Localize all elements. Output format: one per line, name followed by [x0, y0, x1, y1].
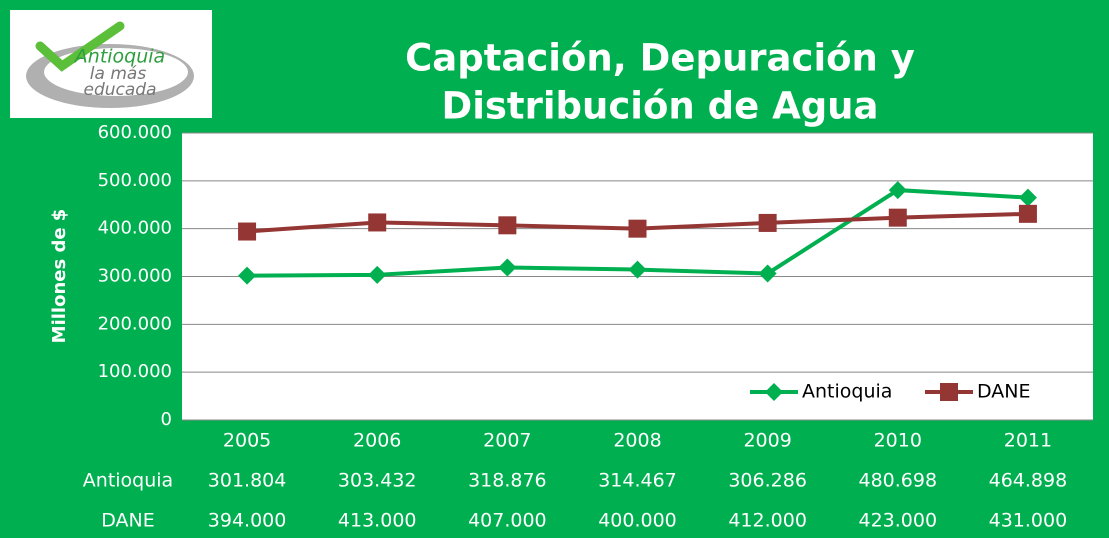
x-tick-label: 2008 — [613, 430, 661, 452]
table-value: 480.698 — [858, 470, 937, 492]
table-value: 423.000 — [858, 510, 937, 532]
legend-marker — [940, 383, 958, 401]
y-axis-label: Millones de $ — [49, 209, 70, 344]
data-point — [758, 213, 777, 232]
logo-inner — [44, 48, 188, 96]
data-point — [628, 219, 647, 238]
table-row-label: DANE — [101, 510, 155, 532]
chart-title: Captación, Depuración y — [405, 37, 915, 80]
logo-text: la más — [90, 64, 147, 84]
y-tick-label: 0 — [161, 409, 172, 430]
table-value: 407.000 — [468, 510, 547, 532]
y-tick-label: 100.000 — [98, 361, 172, 382]
data-point — [1018, 188, 1037, 207]
data-point — [368, 265, 387, 284]
table-value: 412.000 — [728, 510, 807, 532]
table-value: 400.000 — [598, 510, 677, 532]
x-tick-label: 2011 — [1004, 430, 1052, 452]
legend-label: DANE — [977, 381, 1031, 403]
table-value: 314.467 — [598, 470, 677, 492]
y-tick-label: 500.000 — [98, 170, 172, 191]
legend-label: Antioquia — [802, 381, 892, 403]
data-point — [238, 222, 257, 241]
data-point — [498, 216, 517, 235]
y-tick-label: 400.000 — [98, 218, 172, 239]
x-tick-label: 2005 — [223, 430, 271, 452]
logo-text: educada — [84, 80, 157, 100]
table-value: 431.000 — [989, 510, 1068, 532]
x-tick-label: 2009 — [743, 430, 791, 452]
y-tick-label: 300.000 — [98, 266, 172, 287]
y-tick-label: 200.000 — [98, 313, 172, 334]
table-value: 394.000 — [208, 510, 287, 532]
legend-marker — [765, 383, 783, 401]
logo-text: Antioquia — [73, 46, 165, 68]
x-tick-label: 2007 — [483, 430, 531, 452]
data-point — [758, 264, 777, 283]
data-point — [628, 260, 647, 279]
table-value: 464.898 — [989, 470, 1068, 492]
data-point — [498, 258, 517, 277]
logo-check — [35, 21, 125, 72]
x-tick-label: 2010 — [874, 430, 922, 452]
table-value: 303.432 — [338, 470, 417, 492]
table-value: 306.286 — [728, 470, 807, 492]
table-row-label: Antioquia — [83, 470, 173, 492]
y-tick-label: 600.000 — [98, 122, 172, 143]
table-value: 318.876 — [468, 470, 547, 492]
chart-title: Distribución de Agua — [441, 85, 878, 128]
x-tick-label: 2006 — [353, 430, 401, 452]
table-value: 413.000 — [338, 510, 417, 532]
data-point — [368, 213, 387, 232]
data-point — [1018, 204, 1037, 223]
data-point — [888, 181, 907, 200]
data-point — [238, 266, 257, 285]
data-point — [888, 208, 907, 227]
table-value: 301.804 — [208, 470, 287, 492]
